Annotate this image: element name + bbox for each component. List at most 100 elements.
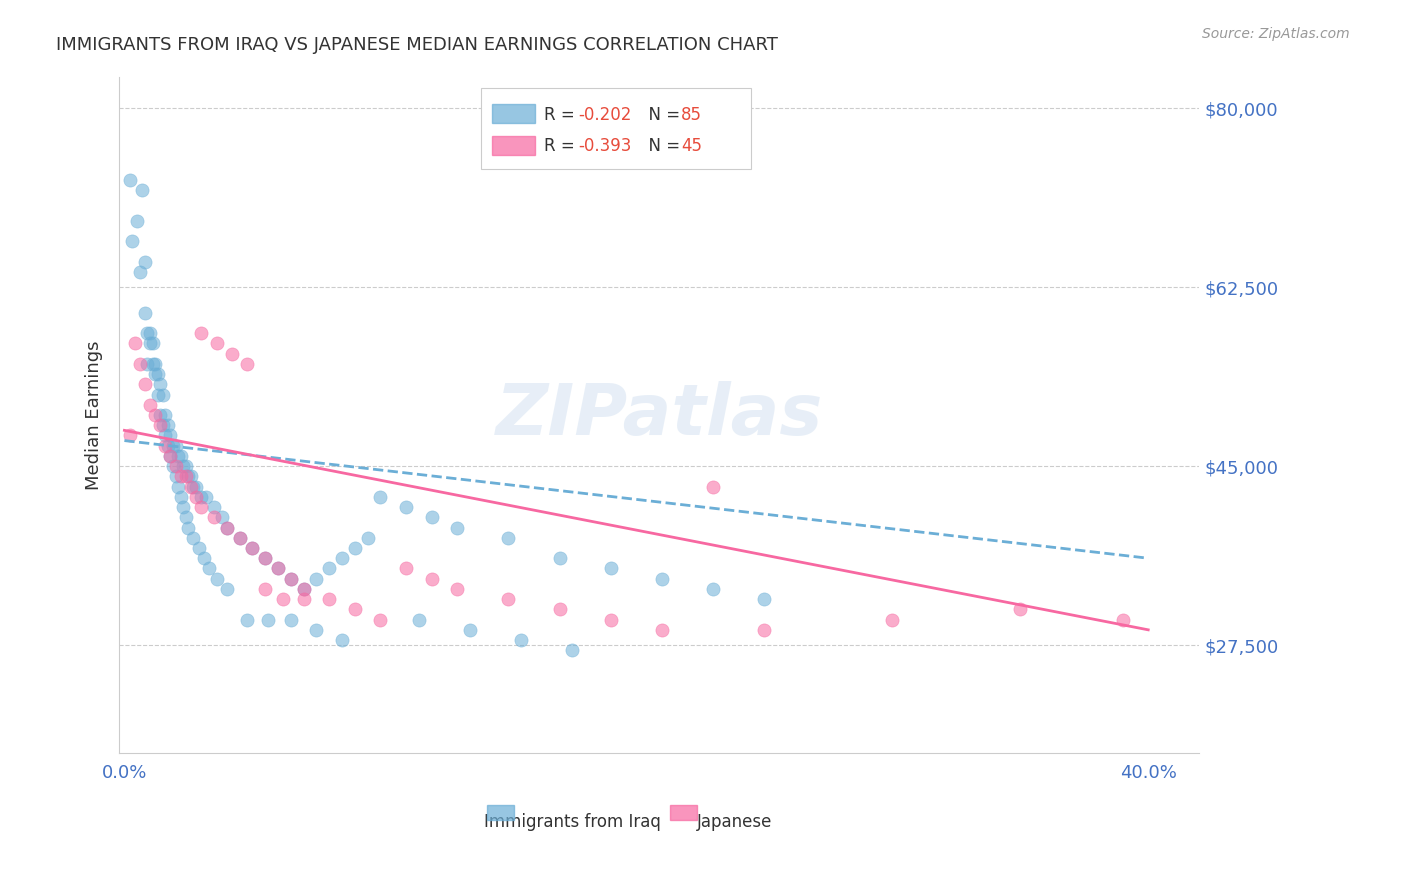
Point [256,613,278,627]
Point [128,265,150,279]
Point [159,449,181,463]
Point [143,367,166,381]
Point [395,561,418,575]
Point [190,490,212,504]
Point [165,459,187,474]
Point [156,418,179,433]
Point [292,592,315,607]
Point [190,326,212,341]
Point [152,387,174,401]
Point [305,572,328,586]
Point [127,213,149,227]
Point [651,623,673,637]
Point [254,551,277,566]
Point [599,561,621,575]
Point [149,418,172,433]
Point [292,582,315,596]
Point [240,541,263,555]
Point [183,480,205,494]
Point [702,480,724,494]
Point [146,387,169,401]
Point [136,357,159,371]
Point [702,582,724,596]
Point [754,592,776,607]
Text: N =: N = [638,105,685,124]
Point [254,582,277,596]
Point [882,613,904,627]
Point [215,520,238,534]
Point [141,357,163,371]
Point [330,551,353,566]
Text: Source: ZipAtlas.com: Source: ZipAtlas.com [1202,27,1350,41]
Point [180,480,202,494]
Point [159,428,181,442]
Point [754,623,776,637]
Point [139,326,162,341]
Point [131,183,153,197]
Point [170,490,193,504]
Point [267,561,290,575]
Point [156,439,179,453]
Point [420,572,443,586]
Point [356,531,378,545]
Point [170,449,193,463]
Point [395,500,418,514]
Point [271,592,294,607]
Text: -0.202: -0.202 [578,105,631,124]
Point [343,602,366,616]
Bar [492,136,536,155]
Point [292,582,315,596]
Text: R =: R = [544,105,579,124]
Point [141,336,163,351]
Point [280,572,302,586]
Point [187,541,209,555]
Point [184,490,207,504]
Point [118,428,141,442]
Point [172,459,194,474]
Point [202,510,225,524]
Point [136,326,159,341]
Text: -0.393: -0.393 [578,137,631,155]
Point [143,357,166,371]
Y-axis label: Median Earnings: Median Earnings [86,340,103,490]
Bar [492,104,536,123]
Point [240,541,263,555]
Point [267,561,290,575]
Point [202,500,225,514]
Point [599,613,621,627]
Point [149,377,172,392]
Point [139,336,162,351]
Point [254,551,277,566]
Point [305,623,328,637]
Point [446,582,468,596]
Point [318,592,340,607]
Point [198,561,221,575]
Text: N =: N = [638,137,685,155]
Point [280,572,302,586]
Point [134,306,156,320]
Point [1010,602,1032,616]
Bar [486,805,513,820]
Point [172,500,194,514]
Point [165,439,187,453]
Point [152,418,174,433]
Point [561,643,583,657]
Point [215,582,238,596]
Text: ZIPatlas: ZIPatlas [496,381,823,450]
Point [510,633,533,648]
Point [548,602,571,616]
Point [458,623,481,637]
Text: Japanese: Japanese [697,814,773,831]
Point [498,592,520,607]
Point [190,500,212,514]
Point [121,234,143,248]
Text: 45: 45 [681,137,702,155]
Point [146,367,169,381]
Point [134,377,156,392]
Point [370,490,392,504]
Point [1111,613,1133,627]
Point [165,469,187,483]
Point [446,520,468,534]
Point [162,439,184,453]
Point [236,357,259,371]
